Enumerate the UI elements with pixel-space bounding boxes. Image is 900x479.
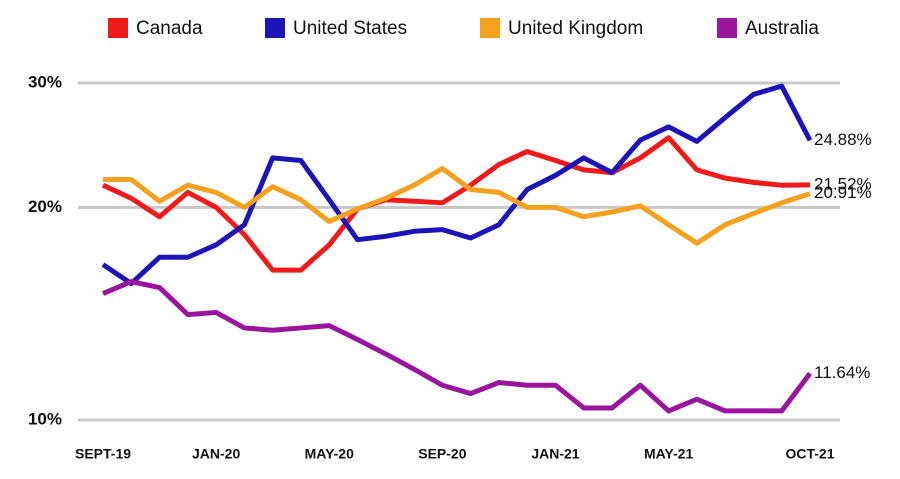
x-tick-label: SEPT-19 [75, 446, 131, 462]
value-label: 20.91% [814, 183, 872, 202]
legend-label: United Kingdom [508, 18, 643, 39]
legend-label: Canada [136, 18, 203, 39]
x-tick-label: OCT-21 [785, 446, 834, 462]
x-tick-label: JAN-20 [192, 446, 240, 462]
x-tick-label: JAN-21 [531, 446, 579, 462]
value-label: 21.52% [814, 174, 872, 193]
legend-swatch [717, 18, 737, 38]
y-tick-label: 30% [28, 72, 62, 91]
value-label: 11.64% [814, 363, 870, 382]
legend-swatch [108, 18, 128, 38]
series-line [103, 166, 811, 246]
series-line [101, 83, 813, 287]
legend-swatch [480, 18, 500, 38]
x-tick-label: SEP-20 [418, 446, 466, 462]
legend-swatch [265, 18, 285, 38]
y-tick-label: 20% [28, 197, 62, 216]
legend-label: Australia [745, 18, 819, 39]
legend-label: United States [293, 18, 407, 39]
x-tick-label: MAY-21 [644, 446, 694, 462]
value-label: 24.88% [814, 130, 872, 149]
series-line [101, 135, 811, 273]
y-tick-label: 10% [28, 409, 62, 428]
series-line [102, 279, 812, 414]
x-tick-label: MAY-20 [305, 446, 355, 462]
